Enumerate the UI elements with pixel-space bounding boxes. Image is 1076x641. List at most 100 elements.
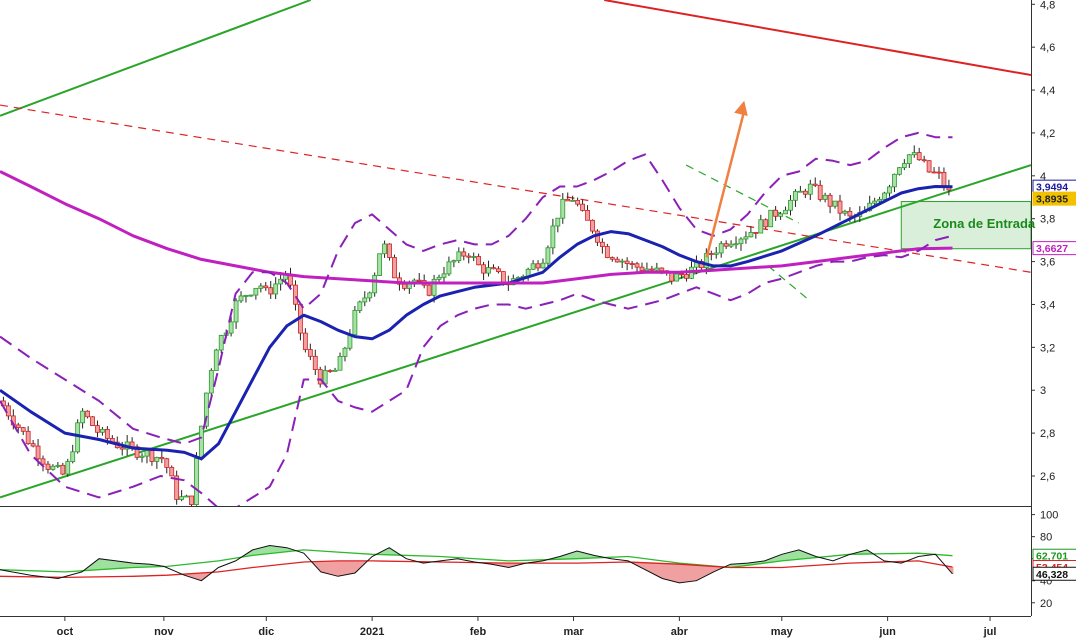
candle-body <box>491 267 496 270</box>
candle-body <box>916 152 922 161</box>
candle <box>669 272 675 285</box>
candle <box>174 470 180 505</box>
candle <box>189 495 194 506</box>
candle <box>892 173 897 193</box>
candle <box>882 191 887 201</box>
x-tick-label: jun <box>878 626 896 638</box>
candle <box>540 258 546 269</box>
candle-body <box>936 171 942 174</box>
candle <box>802 188 808 199</box>
candle <box>807 179 813 201</box>
candle-body <box>293 284 298 305</box>
candle-body <box>644 268 650 272</box>
indicator-line-0 <box>0 185 953 461</box>
candle <box>392 254 397 279</box>
candle <box>248 294 254 297</box>
x-tick-label: abr <box>671 626 689 638</box>
candle-body <box>931 171 937 174</box>
candle <box>169 465 175 477</box>
candle-body <box>570 199 576 202</box>
candle <box>258 283 264 293</box>
y-tick-label: 2,6 <box>1040 471 1055 483</box>
candle-body <box>426 284 432 296</box>
candle-body <box>332 369 338 372</box>
candle <box>298 303 303 341</box>
candle-body <box>723 243 729 247</box>
candle <box>134 444 140 461</box>
candle-body <box>684 274 689 279</box>
candle <box>758 214 764 234</box>
candle <box>426 283 432 297</box>
candle <box>70 444 76 464</box>
candle-body <box>585 210 590 221</box>
candle-body <box>40 458 46 465</box>
candle <box>179 490 185 502</box>
candle-body <box>896 167 902 175</box>
price-badge-label: 3,8935 <box>1036 194 1068 206</box>
candle-body <box>609 257 615 260</box>
osc-y-tick-label: 20 <box>1040 598 1052 610</box>
candle <box>203 392 209 429</box>
candle-body <box>842 210 848 214</box>
osc-y-tick-label: 100 <box>1040 510 1058 522</box>
candle <box>644 262 650 272</box>
candle-body <box>65 461 71 475</box>
price-badge: 3,9494 <box>1032 179 1076 194</box>
candle-body <box>788 199 793 211</box>
candle <box>451 259 457 268</box>
candle <box>936 166 942 179</box>
candle <box>931 167 937 174</box>
candle <box>387 243 392 261</box>
candle <box>372 272 378 297</box>
candle-body <box>268 287 274 295</box>
x-tick-label: mar <box>563 626 584 638</box>
candle-body <box>921 159 927 162</box>
candle <box>154 456 160 469</box>
candle-body <box>85 410 90 418</box>
candle-body <box>708 253 714 255</box>
y-tick-label: 3,2 <box>1040 342 1055 354</box>
candle <box>273 277 279 300</box>
candle <box>228 316 234 337</box>
candle-body <box>778 213 783 217</box>
candle <box>896 167 902 176</box>
candle-body <box>367 292 373 299</box>
candle <box>877 196 882 203</box>
candle-body <box>317 369 323 385</box>
candle-body <box>887 186 892 194</box>
candle <box>100 426 105 436</box>
candle-body <box>555 217 561 227</box>
candle-body <box>139 455 145 458</box>
candle <box>698 259 704 271</box>
candle <box>377 253 383 276</box>
candle-body <box>654 267 660 271</box>
candle <box>352 305 358 338</box>
candle-body <box>748 232 754 238</box>
candle-body <box>302 332 308 350</box>
candle-body <box>263 285 269 289</box>
candle-body <box>649 268 655 271</box>
candle-body <box>926 160 932 173</box>
candle-body <box>189 495 194 505</box>
candle-body <box>614 258 620 263</box>
price-panel <box>0 0 1031 506</box>
price-badge-box <box>1032 191 1076 206</box>
candle-body <box>80 410 86 424</box>
candle-body <box>580 203 585 211</box>
candle <box>357 300 363 314</box>
candle-body <box>797 190 803 193</box>
candle <box>496 266 501 274</box>
candle-body <box>174 475 180 500</box>
y-tick-label: 4,8 <box>1040 0 1055 11</box>
candle-body <box>733 243 739 246</box>
candle-body <box>481 264 486 274</box>
candle-body <box>446 261 452 275</box>
price-badge: 3,6627 <box>1032 241 1076 256</box>
candle-body <box>590 219 595 232</box>
candle-body <box>847 210 853 217</box>
candle <box>213 348 219 371</box>
candle-body <box>35 445 41 460</box>
candle <box>783 206 788 215</box>
candle <box>827 192 833 214</box>
candle-body <box>565 198 571 202</box>
